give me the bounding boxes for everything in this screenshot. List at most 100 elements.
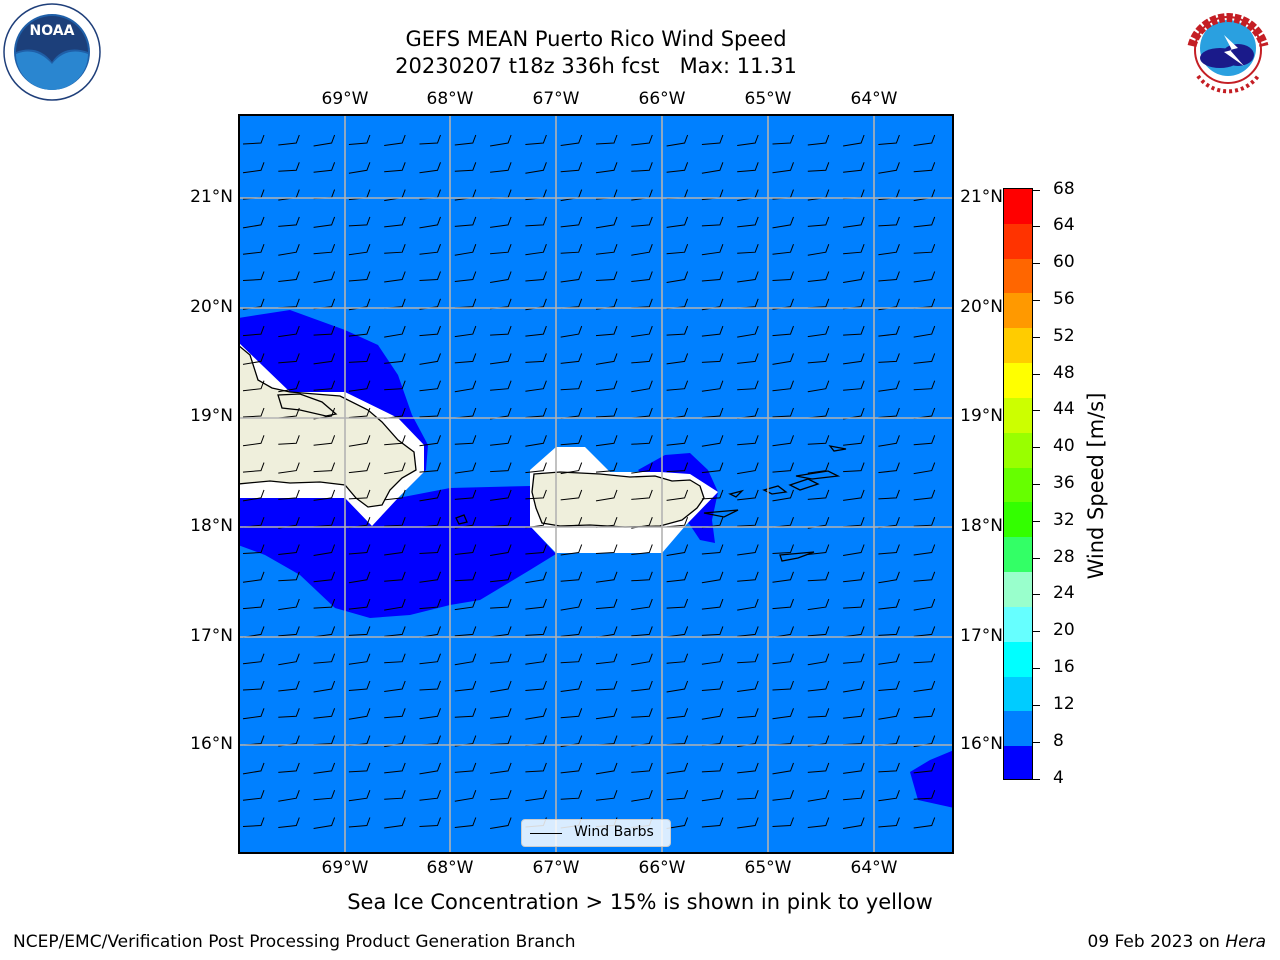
wind-barb	[737, 817, 759, 829]
colorbar-tick-mark	[1033, 373, 1040, 375]
wind-barb	[913, 653, 936, 664]
wind-barb	[737, 544, 759, 556]
wind-barb	[384, 353, 406, 364]
wind-barb	[419, 708, 441, 720]
colorbar-segment	[1004, 572, 1032, 608]
wind-barb	[701, 653, 724, 665]
wind-barb	[419, 325, 441, 337]
wind-barb	[878, 353, 900, 363]
st-croix-island	[779, 551, 815, 562]
wind-barb	[419, 162, 441, 174]
wind-barb	[631, 162, 653, 172]
wind-barb	[242, 680, 265, 691]
wind-barb	[878, 325, 900, 337]
wind-barb	[384, 435, 406, 446]
colorbar-tick-mark	[1033, 226, 1040, 228]
wind-barb	[595, 544, 618, 554]
colorbar-segment	[1004, 397, 1032, 434]
wind-barb	[807, 380, 830, 393]
colorbar-tick-label: 56	[1053, 288, 1075, 309]
wind-barb	[701, 325, 724, 337]
wind-barb	[913, 790, 936, 800]
wind-barb	[560, 762, 583, 774]
colorbar-segment	[1004, 746, 1032, 779]
wind-barb	[737, 380, 759, 391]
wind-barb	[313, 435, 336, 446]
wind-barb	[348, 626, 371, 636]
colorbar-tick-mark	[1033, 594, 1040, 596]
wind-barb	[843, 353, 865, 365]
wind-barb	[490, 216, 512, 228]
wind-barb	[313, 489, 336, 501]
wind-barb	[525, 134, 547, 145]
wind-barb	[490, 489, 512, 501]
wind-barb	[772, 708, 794, 720]
wind-barb	[525, 435, 547, 447]
colorbar-segment	[1004, 223, 1032, 260]
footer-date-text: 09 Feb 2023 on	[1087, 932, 1220, 952]
wind-barb	[878, 598, 900, 610]
wind-barb	[701, 435, 724, 447]
wind-barb	[490, 325, 512, 336]
wind-barb	[490, 544, 512, 556]
lat-label-left-18n: 18°N	[190, 516, 233, 536]
wind-barb	[878, 680, 900, 691]
wind-barb	[560, 380, 583, 391]
wind-barb	[913, 380, 936, 391]
wind-barb	[878, 653, 900, 665]
colorbar-segment	[1004, 641, 1032, 678]
wind-barb	[384, 544, 406, 556]
wind-barb	[384, 244, 406, 254]
wind-barb	[595, 708, 618, 720]
sea-ice-note: Sea Ice Concentration > 15% is shown in …	[347, 890, 933, 914]
colorbar-tick-mark	[1033, 189, 1040, 191]
lon-label-top-66w: 66°W	[638, 89, 686, 109]
wind-barb	[737, 435, 759, 446]
wind-barb	[525, 708, 547, 720]
wind-barb	[242, 162, 265, 174]
wind-barb	[348, 325, 371, 337]
wind-barb	[631, 462, 653, 474]
wind-barb	[384, 571, 406, 582]
map-canvas	[240, 116, 952, 852]
wind-barb	[595, 489, 618, 502]
wind-barb	[278, 134, 300, 146]
wind-barb	[278, 489, 300, 500]
wind-barb	[525, 790, 547, 802]
wind-barb	[737, 708, 759, 719]
colorbar-tick-label: 36	[1053, 473, 1075, 493]
wind-barb	[737, 325, 759, 338]
colorbar-tick-label: 60	[1053, 252, 1075, 273]
wind-barb	[242, 134, 265, 145]
wind-barb	[490, 162, 512, 173]
wind-barb	[313, 244, 336, 255]
wind-barb	[807, 598, 830, 611]
wind-barb	[913, 216, 936, 228]
wind-barb	[454, 216, 477, 227]
wind-barb	[701, 462, 724, 474]
wind-barb	[666, 653, 689, 664]
wind-barb	[384, 325, 406, 338]
wind-barb	[525, 162, 547, 174]
wind-barb	[913, 598, 936, 611]
colorbar-tick-mark	[1033, 778, 1040, 780]
wind-barb	[384, 598, 406, 611]
wind-barb	[242, 462, 265, 473]
wind-barb	[878, 817, 900, 828]
wind-barb	[313, 216, 336, 228]
wind-barb	[631, 134, 653, 146]
wind-barb	[384, 762, 406, 774]
wind-barb	[878, 462, 900, 474]
wind-barb	[701, 353, 724, 363]
wind-barb	[666, 626, 689, 638]
colorbar-tick-mark	[1033, 263, 1040, 265]
wind-barb	[595, 680, 618, 691]
wind-barb	[278, 790, 300, 802]
wind-barb	[807, 571, 830, 582]
wind-barb	[878, 626, 900, 636]
wind-barb	[454, 544, 477, 555]
wind-barb	[843, 489, 865, 501]
wind-barb	[490, 653, 512, 664]
wind-barb	[701, 244, 724, 256]
wind-barb	[525, 244, 547, 256]
